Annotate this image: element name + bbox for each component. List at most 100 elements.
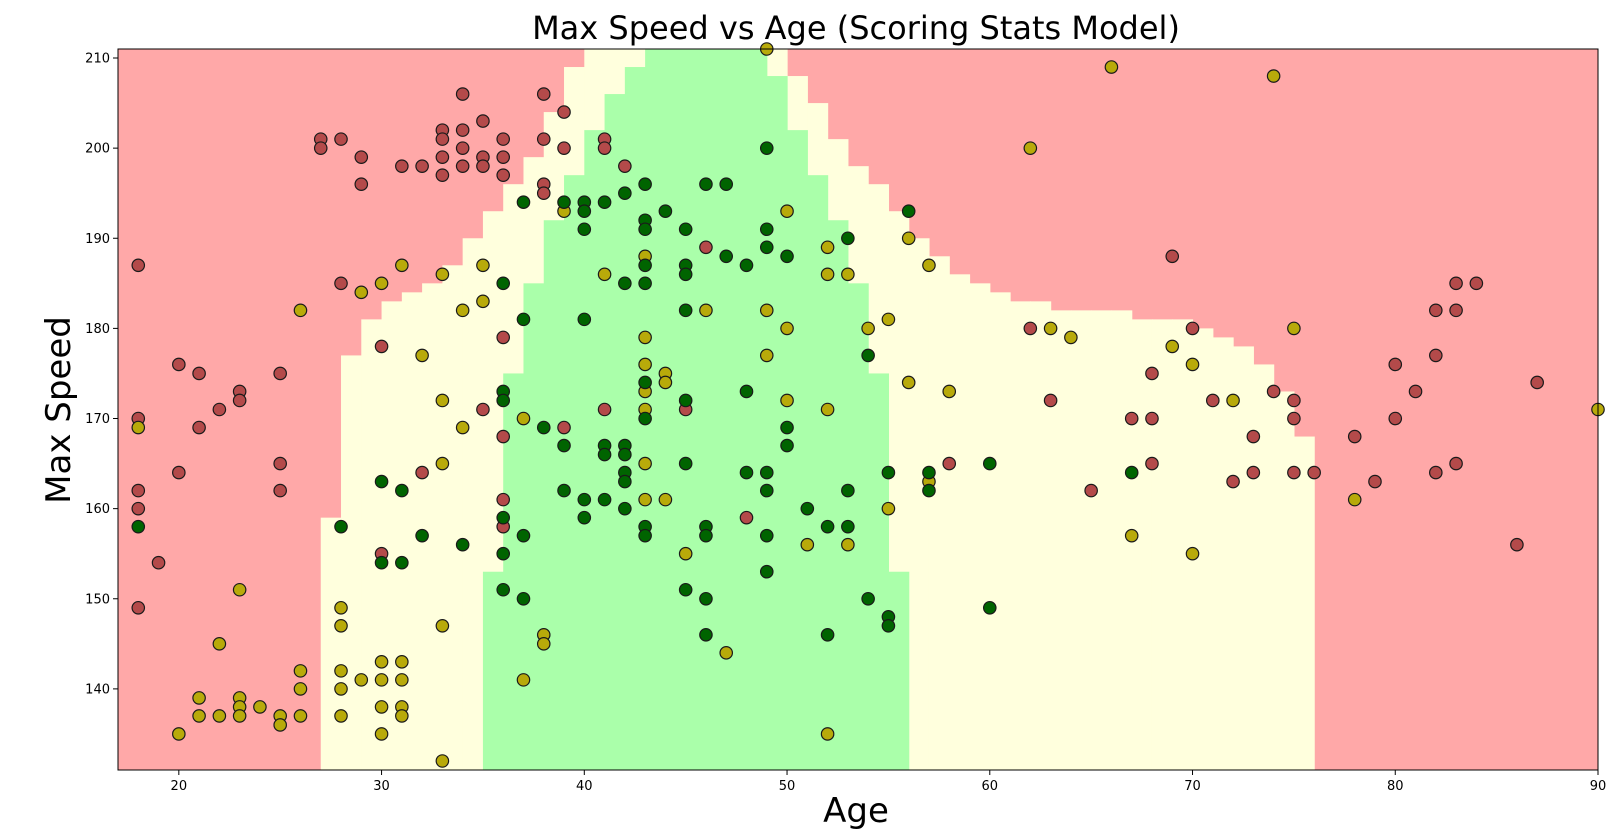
- region-green: [523, 283, 545, 770]
- region-yellow: [1192, 328, 1214, 770]
- point-green: [496, 393, 511, 408]
- point-red: [131, 600, 146, 615]
- point-yellow: [131, 420, 146, 435]
- point-red: [131, 258, 146, 273]
- point-red: [1226, 474, 1240, 489]
- point-red: [739, 510, 754, 525]
- point-red: [455, 159, 470, 173]
- point-green: [780, 420, 794, 435]
- point-yellow: [374, 276, 389, 291]
- point-yellow: [293, 709, 308, 723]
- point-red: [334, 276, 348, 291]
- region-yellow: [401, 292, 423, 770]
- point-red: [1449, 276, 1463, 291]
- point-yellow: [212, 709, 227, 723]
- region-yellow: [1233, 346, 1254, 770]
- region-green: [787, 130, 808, 771]
- point-yellow: [395, 655, 409, 669]
- point-red: [1165, 249, 1180, 264]
- point-yellow: [638, 456, 652, 471]
- region-yellow: [1273, 391, 1295, 770]
- point-red: [496, 132, 511, 146]
- point-green: [597, 492, 612, 507]
- x-tick-label: 20: [171, 779, 188, 794]
- point-yellow: [435, 267, 450, 282]
- point-yellow: [1124, 528, 1139, 543]
- region-yellow: [1172, 319, 1194, 770]
- point-green: [982, 456, 997, 471]
- region-green: [503, 373, 525, 770]
- point-green: [577, 510, 592, 525]
- point-yellow: [516, 673, 531, 687]
- point-yellow: [1104, 60, 1119, 74]
- point-green: [699, 591, 713, 606]
- point-green: [557, 195, 571, 210]
- point-yellow: [374, 700, 389, 714]
- point-green: [496, 510, 511, 525]
- point-red: [496, 429, 511, 444]
- point-red: [557, 420, 571, 435]
- point-yellow: [395, 673, 409, 687]
- point-red: [1145, 456, 1159, 471]
- point-yellow: [435, 754, 450, 768]
- point-green: [881, 465, 896, 480]
- point-red: [172, 465, 186, 480]
- point-green: [922, 483, 936, 498]
- region-yellow: [1111, 310, 1133, 770]
- point-green: [982, 600, 997, 615]
- point-green: [638, 528, 652, 543]
- point-red: [1287, 393, 1301, 408]
- point-green: [759, 240, 774, 255]
- region-yellow: [1151, 319, 1173, 770]
- point-green: [638, 375, 652, 390]
- point-green: [597, 447, 612, 462]
- point-yellow: [293, 664, 308, 678]
- point-green: [496, 582, 511, 597]
- point-green: [516, 312, 531, 327]
- point-yellow: [1347, 492, 1362, 507]
- point-red: [151, 555, 166, 570]
- point-yellow: [415, 348, 429, 363]
- x-tick-label: 80: [1387, 779, 1404, 794]
- decision-regions: [118, 49, 1598, 771]
- y-axis: 140 150 160 170 180 190 200 210: [85, 52, 118, 697]
- point-red: [1084, 483, 1098, 498]
- point-red: [1287, 411, 1301, 426]
- point-green: [699, 528, 713, 543]
- point-green: [618, 474, 632, 489]
- point-yellow: [780, 204, 794, 219]
- point-green: [334, 519, 348, 534]
- region-yellow: [1131, 319, 1153, 770]
- point-yellow: [759, 303, 774, 318]
- point-yellow: [597, 267, 612, 282]
- point-yellow: [1185, 546, 1200, 561]
- point-green: [597, 195, 612, 210]
- point-red: [455, 123, 470, 137]
- point-red: [232, 393, 247, 408]
- point-red: [1246, 465, 1261, 480]
- point-yellow: [435, 618, 450, 633]
- point-green: [881, 618, 896, 633]
- point-yellow: [780, 393, 794, 408]
- point-yellow: [841, 537, 855, 552]
- point-red: [496, 330, 511, 345]
- point-green: [496, 276, 511, 291]
- region-green: [584, 130, 606, 771]
- point-red: [1368, 474, 1382, 489]
- point-red: [597, 141, 612, 155]
- point-yellow: [334, 600, 348, 615]
- point-yellow: [334, 664, 348, 678]
- point-green: [516, 591, 531, 606]
- region-green: [705, 49, 727, 770]
- point-green: [759, 141, 774, 155]
- region-yellow: [1253, 364, 1275, 770]
- point-green: [516, 528, 531, 543]
- x-tick-label: 30: [373, 779, 390, 794]
- point-yellow: [192, 709, 206, 723]
- point-green: [901, 204, 916, 219]
- point-red: [313, 141, 328, 155]
- data-points: [131, 42, 1605, 768]
- point-yellow: [820, 727, 835, 741]
- point-red: [1023, 321, 1038, 336]
- point-green: [536, 420, 551, 435]
